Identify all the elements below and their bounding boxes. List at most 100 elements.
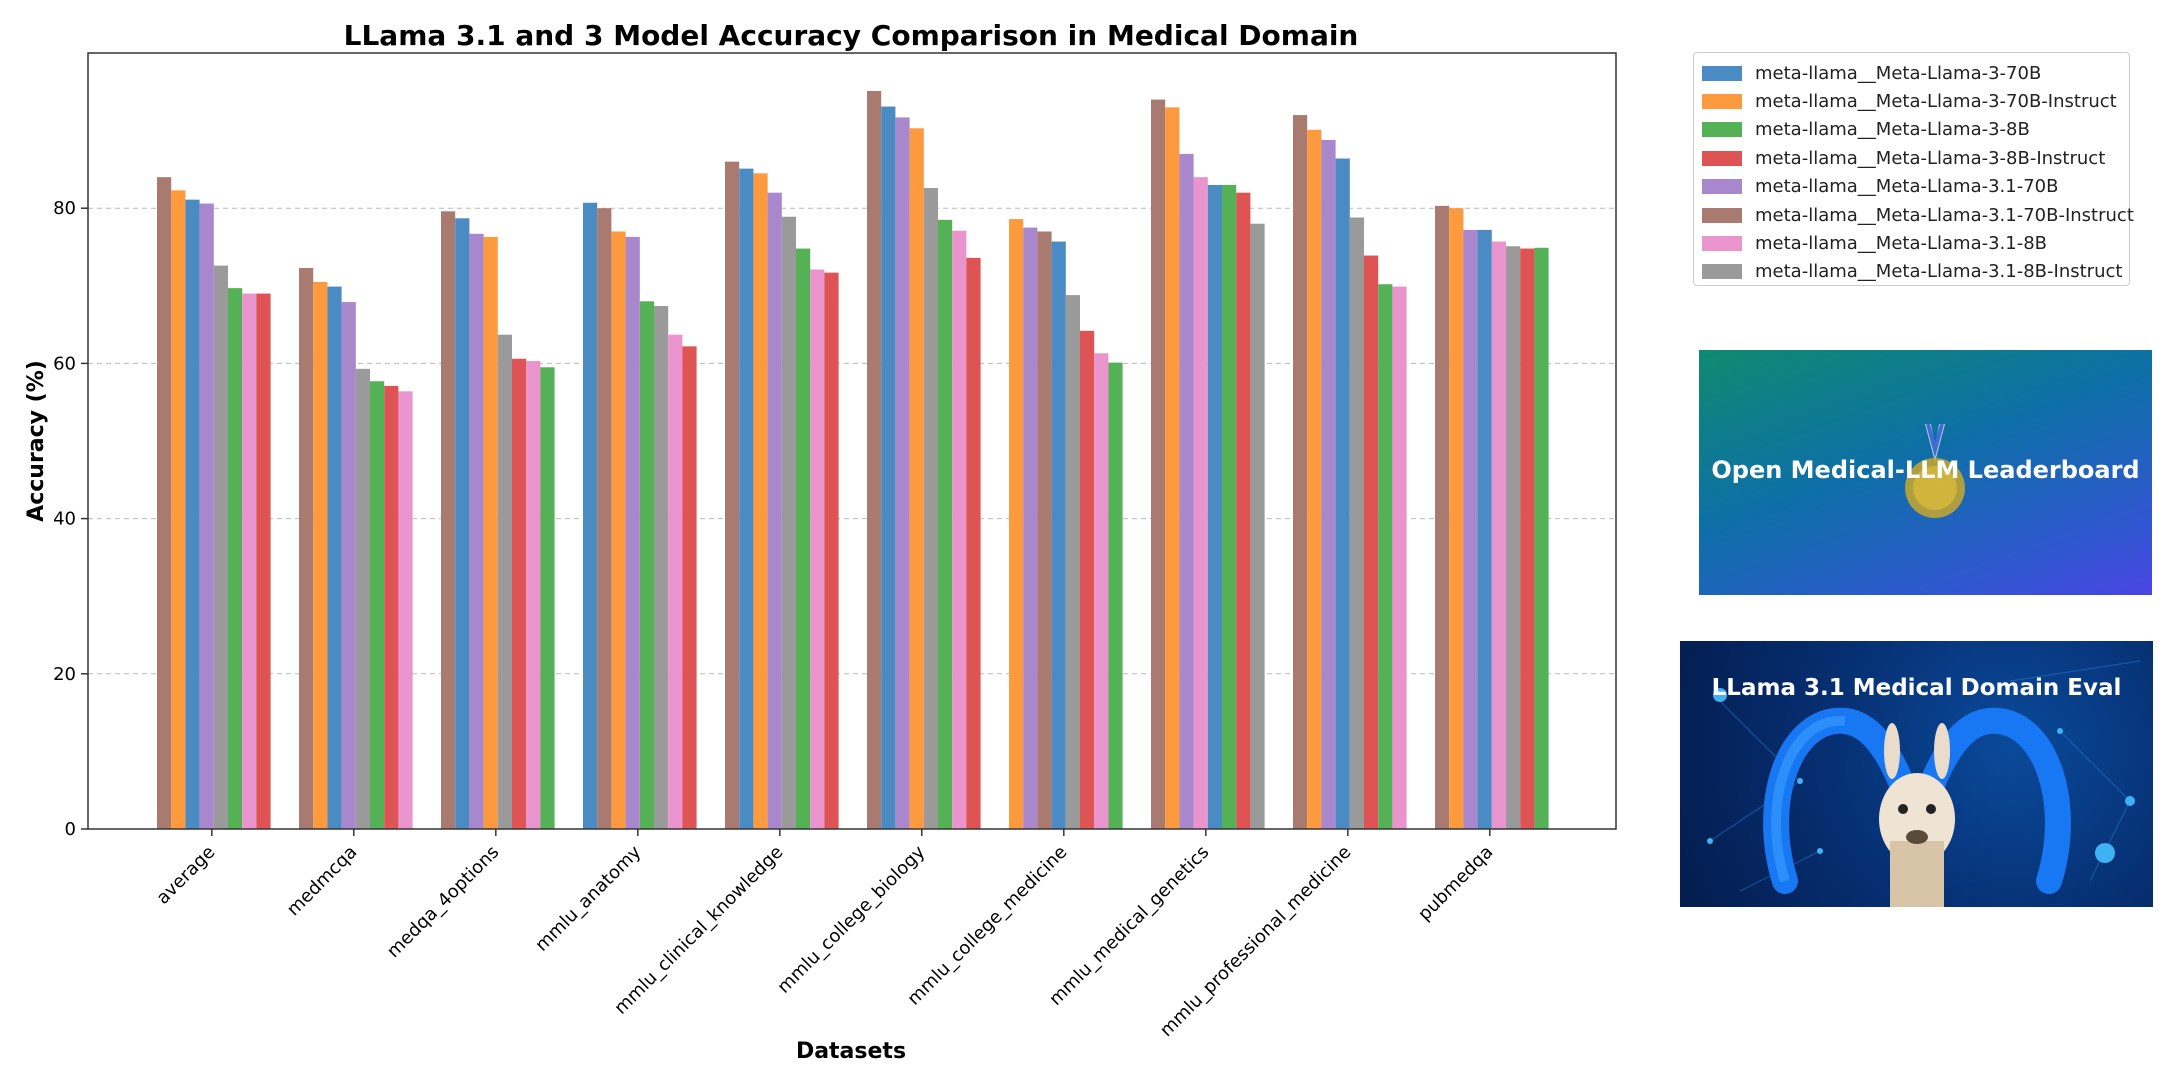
- bar: [966, 257, 981, 829]
- bar: [185, 199, 200, 829]
- y-tick-label: 20: [53, 664, 76, 685]
- bar: [824, 272, 839, 829]
- bar: [355, 368, 370, 829]
- bar: [1193, 177, 1208, 829]
- bar: [455, 218, 470, 830]
- bar: [1335, 158, 1350, 829]
- legend-entry: meta-llama__Meta-Llama-3.1-70B: [1702, 173, 2121, 201]
- bar: [1222, 184, 1237, 830]
- legend-entry: meta-llama__Meta-Llama-3-8B-Instruct: [1702, 144, 2121, 172]
- bar: [256, 293, 271, 829]
- legend-entry: meta-llama__Meta-Llama-3-70B-Instruct: [1702, 87, 2121, 115]
- bar: [725, 161, 740, 829]
- bar: [441, 211, 456, 829]
- bar: [1364, 255, 1379, 829]
- bar: [682, 346, 697, 829]
- bar: [370, 381, 385, 829]
- x-tick-label: mmlu_college_medicine: [903, 842, 1071, 1010]
- medal-icon: [1905, 423, 1965, 518]
- chart-legend: meta-llama__Meta-Llama-3-70B meta-llama__…: [1693, 52, 2134, 286]
- bar: [611, 231, 626, 830]
- bar: [1349, 217, 1364, 830]
- bar: [483, 236, 498, 830]
- bar: [213, 265, 228, 829]
- x-tick-label: average: [152, 842, 219, 909]
- bar: [1009, 219, 1024, 830]
- bar: [512, 358, 527, 829]
- bar: [1392, 286, 1407, 829]
- legend-label: meta-llama__Meta-Llama-3.1-70B-Instruct: [1755, 204, 2134, 226]
- bar: [881, 106, 896, 829]
- bar: [753, 173, 768, 829]
- bar: [526, 361, 541, 829]
- bar: [171, 190, 186, 830]
- x-tick-label: mmlu_medical_genetics: [1045, 842, 1213, 1010]
- legend-entry: meta-llama__Meta-Llama-3-8B: [1702, 116, 2121, 144]
- y-tick-label: 60: [53, 353, 76, 374]
- bar: [1165, 107, 1180, 829]
- bar: [796, 248, 811, 829]
- bar: [597, 208, 612, 829]
- eval-title: LLama 3.1 Medical Domain Eval: [1711, 675, 2122, 701]
- bar: [469, 233, 484, 830]
- bar: [1491, 241, 1506, 829]
- bar: [1307, 129, 1322, 830]
- bar: [1051, 241, 1066, 829]
- x-axis-label: Datasets: [796, 1039, 906, 1064]
- bar: [1151, 99, 1166, 829]
- legend-label: meta-llama__Meta-Llama-3.1-8B: [1755, 233, 2048, 255]
- bar: [895, 117, 910, 829]
- bar: [1449, 208, 1464, 829]
- bar: [654, 305, 669, 829]
- bar: [625, 236, 640, 830]
- bar: [313, 281, 328, 829]
- bar: [228, 288, 243, 829]
- plot-area-frame: [87, 52, 1617, 830]
- bar: [923, 188, 938, 830]
- bar: [1321, 139, 1336, 830]
- bar: [341, 302, 356, 829]
- bar: [1463, 229, 1478, 830]
- bar: [1477, 229, 1492, 830]
- bar: [540, 367, 555, 829]
- bar: [1378, 284, 1393, 829]
- bar: [1520, 248, 1535, 829]
- legend-swatch: [1702, 179, 1742, 195]
- leaderboard-banner: Open Medical-LLM Leaderboard: [1699, 350, 2152, 595]
- y-tick-label: 0: [65, 819, 76, 840]
- bar: [583, 202, 598, 829]
- chart-title: LLama 3.1 and 3 Model Accuracy Compariso…: [344, 19, 1359, 52]
- bar: [739, 168, 754, 829]
- legend-label: meta-llama__Meta-Llama-3-70B: [1755, 62, 2042, 84]
- bar: [1236, 192, 1251, 829]
- x-tick-label: mmlu_clinical_knowledge: [610, 842, 787, 1019]
- x-tick-label: pubmedqa: [1414, 842, 1497, 925]
- leaderboard-title: Open Medical-LLM Leaderboard: [1711, 456, 2140, 484]
- legend-swatch: [1702, 207, 1742, 223]
- legend-entry: meta-llama__Meta-Llama-3.1-8B-Instruct: [1702, 258, 2122, 286]
- bar: [327, 286, 342, 829]
- bar: [938, 219, 953, 830]
- bar: [1023, 227, 1038, 830]
- bar: [810, 269, 825, 829]
- eval-banner: LLama 3.1 Medical Domain Eval: [1680, 641, 2153, 907]
- bar: [1250, 223, 1265, 830]
- bar: [952, 230, 967, 830]
- x-tick-label: mmlu_college_biology: [773, 841, 929, 997]
- llama-icon: [1879, 723, 1955, 907]
- legend-entry: meta-llama__Meta-Llama-3.1-8B: [1702, 229, 2121, 257]
- bar: [1534, 247, 1549, 829]
- legend-swatch: [1702, 122, 1742, 138]
- bar: [1179, 153, 1194, 829]
- bar: [199, 203, 214, 829]
- bar: [1094, 353, 1109, 829]
- bar: [1506, 246, 1521, 829]
- bar: [867, 91, 882, 830]
- x-tick-label: medmcqa: [283, 842, 361, 920]
- bar: [1207, 184, 1222, 830]
- legend-swatch: [1702, 65, 1742, 81]
- x-tick-label: mmlu_anatomy: [531, 841, 645, 955]
- bar: [1293, 115, 1308, 829]
- legend-swatch: [1702, 264, 1742, 280]
- bar: [909, 128, 924, 830]
